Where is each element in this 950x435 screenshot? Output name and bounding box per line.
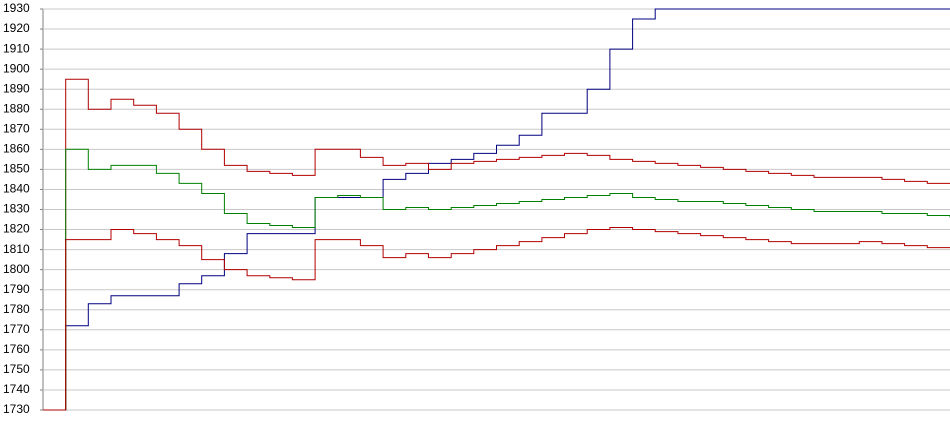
y-tick-label: 1870	[3, 121, 30, 135]
y-tick-label: 1840	[3, 182, 30, 196]
y-tick-label: 1860	[3, 142, 30, 156]
series-line	[43, 78, 950, 411]
y-tick-label: 1920	[3, 21, 30, 35]
series-line	[43, 227, 950, 411]
y-tick-label: 1930	[3, 1, 30, 15]
y-tick-label: 1850	[3, 162, 30, 176]
y-tick-label: 1910	[3, 41, 30, 55]
y-tick-label: 1800	[3, 262, 30, 276]
y-tick-label: 1740	[3, 382, 30, 396]
series-line	[43, 148, 950, 411]
y-tick-label: 1820	[3, 222, 30, 236]
y-tick-label: 1750	[3, 362, 30, 376]
y-tick-label: 1770	[3, 322, 30, 336]
y-tick-label: 1900	[3, 61, 30, 75]
series-line	[43, 8, 950, 411]
y-tick-label: 1790	[3, 282, 30, 296]
y-tick-label: 1890	[3, 81, 30, 95]
y-tick-label: 1880	[3, 101, 30, 115]
y-tick-label: 1760	[3, 342, 30, 356]
y-tick-label: 1730	[3, 402, 30, 416]
y-tick-label: 1780	[3, 302, 30, 316]
y-tick-label: 1810	[3, 242, 30, 256]
y-tick-label: 1830	[3, 202, 30, 216]
